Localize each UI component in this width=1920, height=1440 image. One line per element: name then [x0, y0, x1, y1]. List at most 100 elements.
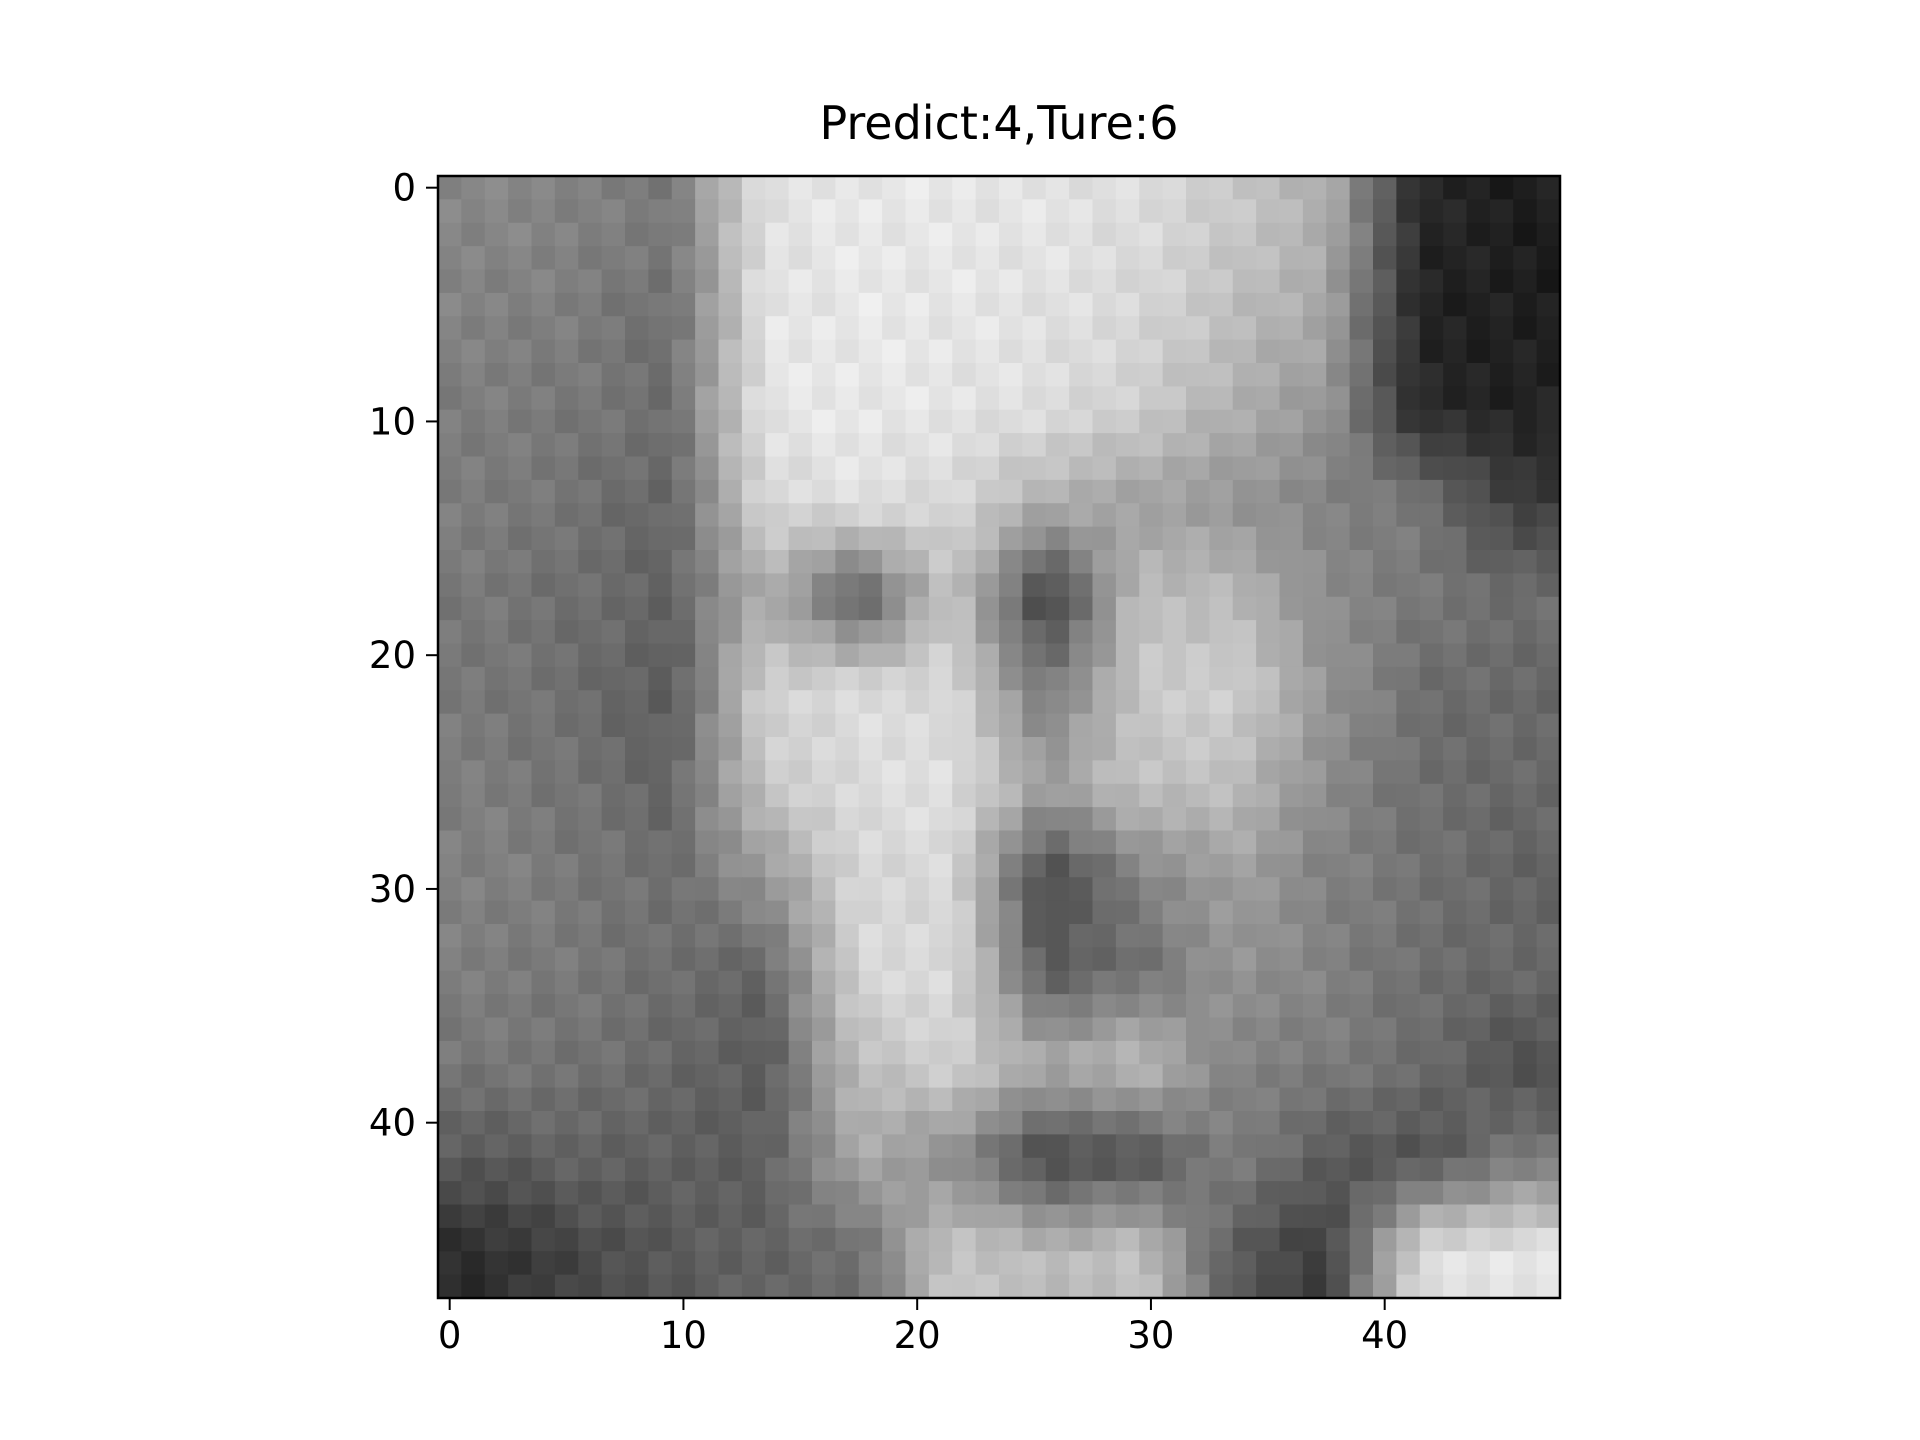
image-pixel — [625, 526, 649, 551]
image-pixel — [1536, 1040, 1561, 1065]
image-pixel — [1536, 1227, 1561, 1252]
image-pixel — [1536, 620, 1561, 645]
image-pixel — [1186, 503, 1210, 528]
image-pixel — [788, 199, 813, 224]
image-pixel — [788, 853, 813, 878]
image-pixel — [1069, 526, 1094, 551]
image-pixel — [1349, 1251, 1374, 1276]
image-pixel — [1373, 503, 1397, 528]
image-pixel — [835, 690, 860, 715]
image-pixel — [1115, 1181, 1140, 1206]
image-pixel — [1419, 526, 1444, 551]
image-pixel — [835, 246, 860, 271]
x-tick-label: 10 — [660, 1314, 707, 1357]
image-pixel — [1092, 1017, 1117, 1042]
image-pixel — [578, 246, 603, 271]
image-pixel — [999, 1040, 1023, 1065]
image-pixel — [1279, 924, 1304, 948]
image-pixel — [1349, 877, 1374, 902]
image-pixel — [1209, 1040, 1234, 1065]
image-pixel — [1419, 1181, 1444, 1206]
image-pixel — [1022, 924, 1047, 948]
image-pixel — [578, 713, 603, 738]
image-pixel — [438, 783, 462, 808]
image-pixel — [1115, 176, 1140, 200]
image-pixel — [1373, 737, 1397, 761]
image-pixel — [1139, 1040, 1164, 1065]
image-pixel — [1186, 550, 1210, 574]
image-pixel — [741, 1227, 766, 1252]
image-pixel — [438, 409, 462, 434]
image-pixel — [882, 363, 907, 387]
image-pixel — [625, 503, 649, 528]
image-pixel — [928, 596, 953, 621]
image-pixel — [1396, 947, 1421, 972]
image-pixel — [928, 292, 953, 317]
image-pixel — [438, 1251, 462, 1276]
image-pixel — [531, 456, 556, 481]
image-pixel — [765, 1134, 790, 1159]
image-pixel — [484, 596, 509, 621]
image-pixel — [1092, 269, 1117, 294]
image-pixel — [1232, 1111, 1257, 1135]
image-pixel — [1513, 246, 1538, 271]
image-pixel — [905, 970, 930, 995]
image-pixel — [1489, 690, 1514, 715]
image-pixel — [1092, 620, 1117, 645]
image-pixel — [1045, 573, 1070, 598]
image-pixel — [508, 830, 533, 855]
image-pixel — [1139, 924, 1164, 948]
image-pixel — [1186, 737, 1210, 761]
image-pixel — [1069, 994, 1094, 1019]
image-pixel — [1279, 176, 1304, 200]
image-pixel — [671, 1064, 696, 1089]
image-pixel — [1419, 176, 1444, 200]
image-pixel — [1302, 830, 1327, 855]
image-pixel — [438, 737, 462, 761]
image-pixel — [1022, 526, 1047, 551]
image-pixel — [671, 339, 696, 364]
image-pixel — [928, 526, 953, 551]
image-pixel — [648, 783, 673, 808]
image-pixel — [578, 479, 603, 504]
image-pixel — [1466, 620, 1491, 645]
image-pixel — [882, 994, 907, 1019]
image-pixel — [1115, 1251, 1140, 1276]
image-pixel — [1513, 666, 1538, 691]
image-pixel — [1115, 1227, 1140, 1252]
image-pixel — [1396, 1274, 1421, 1299]
image-pixel — [718, 573, 743, 598]
image-pixel — [1326, 1274, 1351, 1299]
image-pixel — [1209, 222, 1234, 247]
image-pixel — [554, 666, 579, 691]
image-pixel — [1162, 222, 1187, 247]
image-pixel — [812, 222, 836, 247]
image-pixel — [671, 947, 696, 972]
image-pixel — [812, 807, 836, 832]
image-pixel — [1045, 479, 1070, 504]
image-pixel — [484, 363, 509, 387]
image-pixel — [1139, 1274, 1164, 1299]
image-pixel — [1186, 760, 1210, 785]
image-pixel — [1396, 690, 1421, 715]
image-pixel — [1466, 292, 1491, 317]
image-pixel — [1022, 246, 1047, 271]
image-pixel — [1536, 853, 1561, 878]
image-pixel — [1536, 1017, 1561, 1042]
image-pixel — [975, 479, 1000, 504]
image-pixel — [788, 947, 813, 972]
image-pixel — [648, 853, 673, 878]
image-pixel — [438, 526, 462, 551]
image-pixel — [1326, 783, 1351, 808]
image-pixel — [882, 176, 907, 200]
image-pixel — [788, 1111, 813, 1135]
image-pixel — [835, 830, 860, 855]
image-pixel — [1162, 550, 1187, 574]
image-pixel — [1069, 386, 1094, 411]
image-pixel — [1115, 316, 1140, 341]
image-pixel — [1489, 713, 1514, 738]
image-pixel — [1536, 924, 1561, 948]
image-pixel — [1232, 877, 1257, 902]
image-pixel — [718, 1157, 743, 1182]
image-pixel — [1139, 550, 1164, 574]
